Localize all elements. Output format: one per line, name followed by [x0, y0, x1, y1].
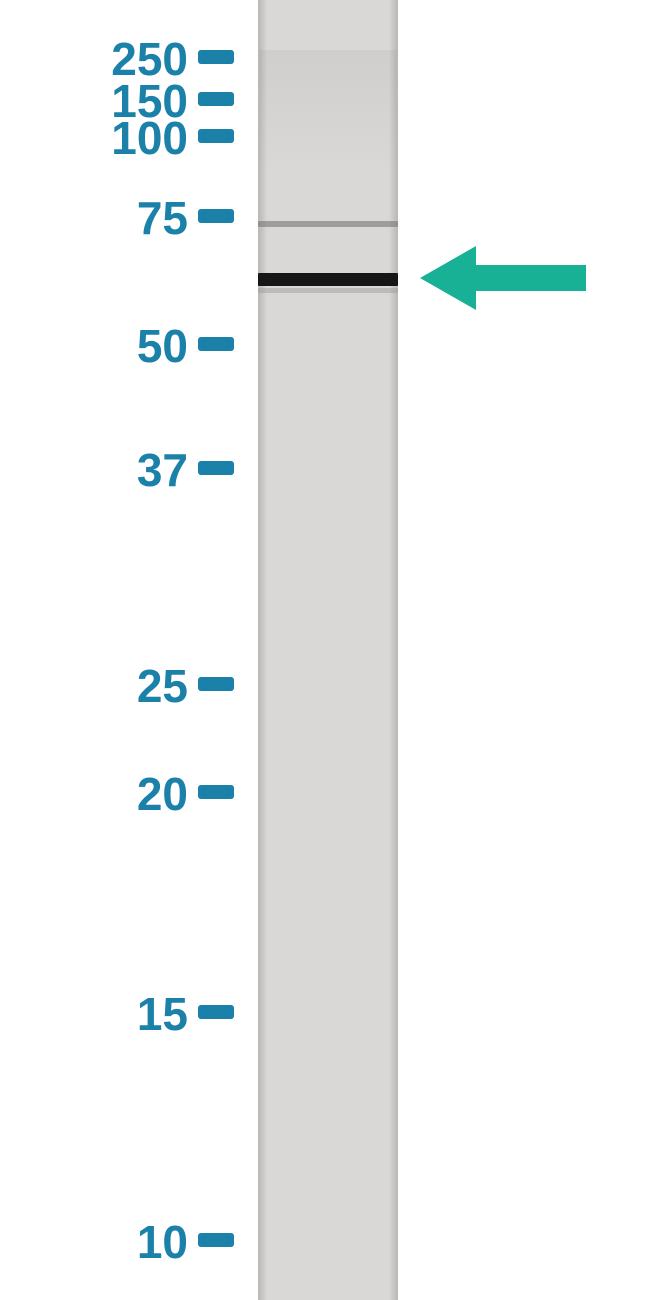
mw-label: 10 — [28, 1215, 188, 1269]
mw-tick — [198, 677, 234, 691]
mw-tick — [198, 209, 234, 223]
mw-label: 75 — [28, 191, 188, 245]
lane-bands — [258, 0, 398, 1300]
mw-label: 20 — [28, 767, 188, 821]
arrow-icon — [420, 246, 586, 310]
mw-label: 15 — [28, 987, 188, 1041]
target-band-arrow — [420, 246, 586, 310]
mw-label: 50 — [28, 319, 188, 373]
mw-label: 37 — [28, 443, 188, 497]
blot-canvas: 25015010075503725201510 — [0, 0, 650, 1300]
mw-label: 25 — [28, 659, 188, 713]
mw-tick — [198, 129, 234, 143]
mw-tick — [198, 1005, 234, 1019]
mw-tick — [198, 337, 234, 351]
protein-band — [258, 288, 398, 293]
mw-label: 100 — [28, 111, 188, 165]
mw-tick — [198, 1233, 234, 1247]
mw-tick — [198, 461, 234, 475]
protein-band — [258, 273, 398, 286]
protein-band — [258, 221, 398, 227]
mw-tick — [198, 50, 234, 64]
mw-tick — [198, 92, 234, 106]
mw-tick — [198, 785, 234, 799]
